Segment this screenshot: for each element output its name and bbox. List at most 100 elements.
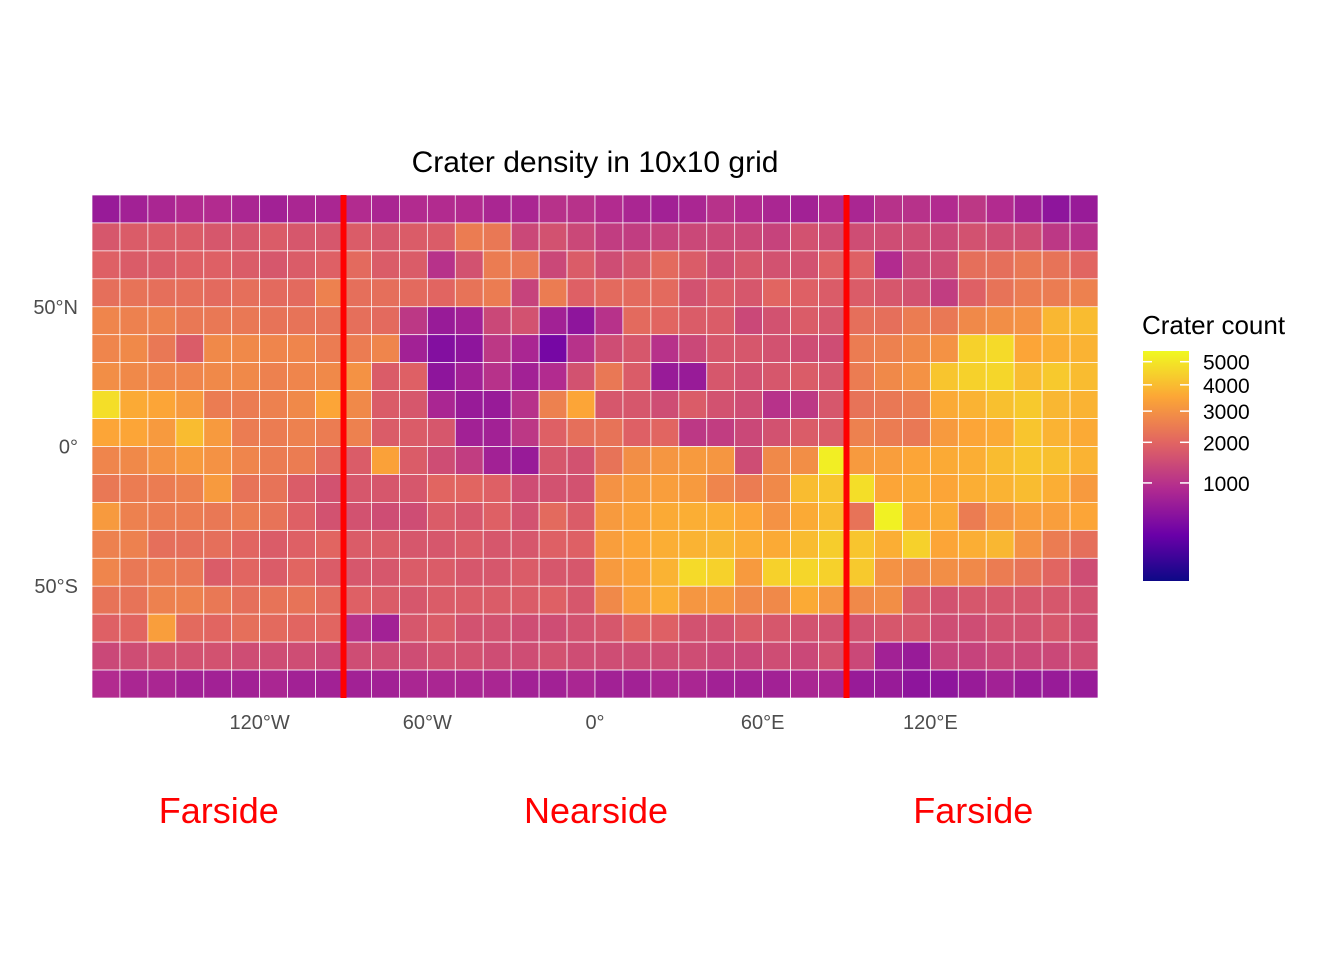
heatmap-cell bbox=[846, 446, 875, 475]
heatmap-cell bbox=[762, 529, 791, 559]
heatmap-cell bbox=[874, 641, 903, 671]
heatmap-cell bbox=[371, 641, 400, 671]
heatmap-cell bbox=[147, 222, 177, 252]
y-tick-label: 50°N bbox=[33, 297, 78, 319]
heatmap-cell bbox=[1041, 362, 1071, 391]
heatmap-cell bbox=[426, 278, 456, 308]
heatmap-cell bbox=[957, 250, 987, 280]
heatmap-cell bbox=[734, 194, 764, 224]
heatmap-cell bbox=[734, 446, 764, 475]
heatmap-cell bbox=[622, 557, 652, 587]
heatmap-cell bbox=[678, 362, 708, 391]
heatmap-cell bbox=[399, 194, 428, 224]
heatmap-cell bbox=[147, 669, 177, 699]
heatmap-cell bbox=[985, 250, 1015, 280]
heatmap-cell bbox=[1041, 334, 1071, 364]
heatmap-cell bbox=[594, 222, 624, 252]
heatmap-cell bbox=[902, 613, 931, 643]
heatmap-cell bbox=[957, 278, 987, 308]
heatmap-cell bbox=[985, 669, 1015, 699]
heatmap-cell bbox=[287, 585, 316, 615]
heatmap-cell bbox=[929, 362, 959, 391]
heatmap-cell bbox=[538, 418, 568, 447]
heatmap-cell bbox=[231, 585, 261, 615]
heatmap-cell bbox=[175, 557, 205, 587]
heatmap-cell bbox=[371, 446, 400, 475]
heatmap-cell bbox=[371, 474, 400, 503]
heatmap-cell bbox=[985, 334, 1015, 364]
heatmap-cell bbox=[287, 306, 316, 336]
heatmap-cell bbox=[147, 362, 177, 391]
heatmap-cell bbox=[426, 585, 456, 615]
heatmap-cell bbox=[259, 641, 288, 671]
heatmap-cell bbox=[650, 641, 680, 671]
heatmap-cell bbox=[957, 585, 987, 615]
heatmap-cell bbox=[594, 585, 624, 615]
heatmap-cell bbox=[259, 669, 288, 699]
heatmap-cell bbox=[594, 306, 624, 336]
heatmap-cell bbox=[1041, 502, 1071, 531]
legend-break-label: 3000 bbox=[1203, 401, 1250, 424]
heatmap-cell bbox=[650, 502, 680, 531]
heatmap-cell bbox=[566, 194, 596, 224]
region-label: Farside bbox=[913, 790, 1033, 831]
heatmap-cell bbox=[790, 418, 819, 447]
heatmap-cell bbox=[566, 250, 596, 280]
heatmap-cell bbox=[790, 669, 819, 699]
heatmap-cell bbox=[147, 278, 177, 308]
heatmap-cell bbox=[622, 306, 652, 336]
heatmap-cell bbox=[454, 613, 484, 643]
legend-colorbar bbox=[1143, 351, 1189, 581]
heatmap-cell bbox=[426, 194, 456, 224]
heatmap-cell bbox=[399, 278, 428, 308]
heatmap-cell bbox=[957, 613, 987, 643]
legend-break-label: 4000 bbox=[1203, 375, 1250, 398]
heatmap-cell bbox=[874, 613, 903, 643]
heatmap-cell bbox=[929, 250, 959, 280]
heatmap-cell bbox=[91, 390, 121, 419]
heatmap-cell bbox=[874, 418, 903, 447]
heatmap-cell bbox=[91, 669, 121, 699]
heatmap-cell bbox=[482, 585, 512, 615]
heatmap-cell bbox=[343, 613, 372, 643]
heatmap-cell bbox=[985, 446, 1015, 475]
heatmap-cell bbox=[287, 278, 316, 308]
heatmap-cell bbox=[1013, 557, 1043, 587]
heatmap-cell bbox=[287, 613, 316, 643]
heatmap-cell bbox=[874, 585, 903, 615]
heatmap-cell bbox=[1069, 641, 1099, 671]
heatmap-cell bbox=[119, 418, 149, 447]
heatmap-cell bbox=[454, 418, 484, 447]
heatmap-cell bbox=[399, 390, 428, 419]
heatmap-cell bbox=[594, 390, 624, 419]
heatmap-cell bbox=[1013, 194, 1043, 224]
heatmap-cell bbox=[985, 306, 1015, 336]
heatmap-cell bbox=[706, 557, 736, 587]
heatmap-cell bbox=[929, 194, 959, 224]
heatmap-cell bbox=[259, 278, 288, 308]
heatmap-cell bbox=[902, 362, 931, 391]
heatmap-cell bbox=[175, 641, 205, 671]
heatmap-cell bbox=[846, 362, 875, 391]
heatmap-cell bbox=[510, 585, 540, 615]
heatmap-cell bbox=[343, 641, 372, 671]
heatmap-cell bbox=[371, 278, 400, 308]
heatmap-cell bbox=[399, 529, 428, 559]
heatmap-cell bbox=[818, 418, 847, 447]
heatmap-cell bbox=[510, 306, 540, 336]
heatmap-cell bbox=[566, 585, 596, 615]
heatmap-cell bbox=[259, 390, 288, 419]
heatmap-cell bbox=[762, 585, 791, 615]
heatmap-cell bbox=[762, 222, 791, 252]
heatmap-cell bbox=[902, 222, 931, 252]
heatmap-cell bbox=[426, 529, 456, 559]
heatmap-cell bbox=[790, 613, 819, 643]
heatmap-cell bbox=[622, 278, 652, 308]
heatmap-cell bbox=[510, 557, 540, 587]
x-axis-ticks: 120°W 60°W 0° 60°E 120°E bbox=[230, 712, 958, 734]
heatmap-cell bbox=[203, 278, 233, 308]
heatmap-cell bbox=[399, 585, 428, 615]
heatmap-cell bbox=[1041, 390, 1071, 419]
heatmap-cell bbox=[119, 390, 149, 419]
heatmap-cell bbox=[1069, 669, 1099, 699]
